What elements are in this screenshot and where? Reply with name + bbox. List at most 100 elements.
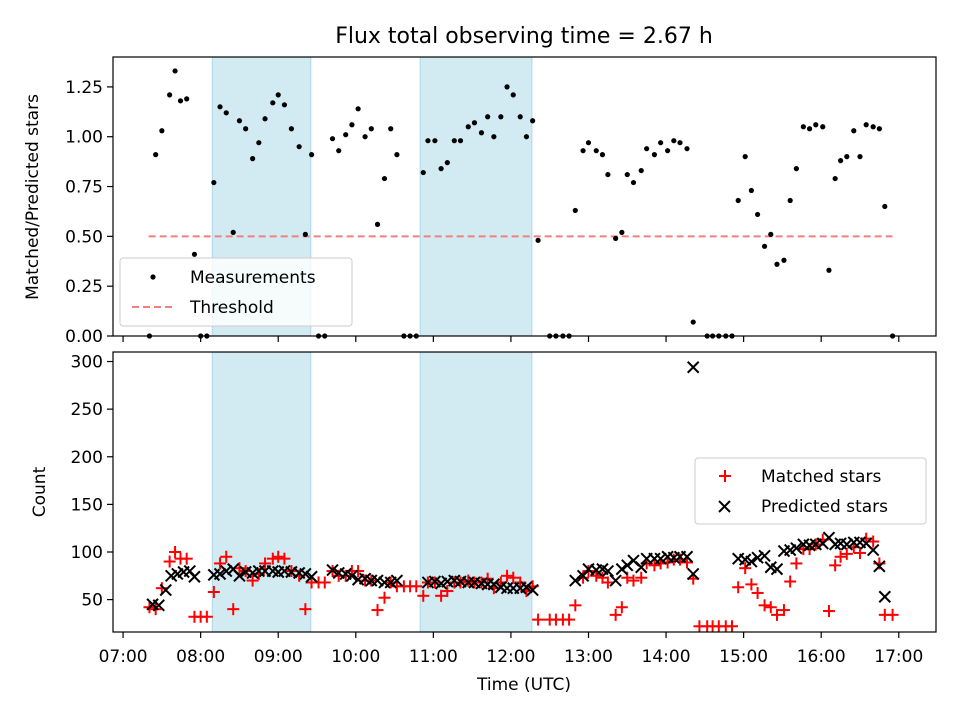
matched-star-point bbox=[417, 589, 430, 602]
measurement-point bbox=[870, 124, 876, 130]
measurement-point bbox=[876, 126, 882, 132]
matched-star-point bbox=[514, 576, 527, 589]
matched-star-point bbox=[501, 569, 514, 582]
y-tick-label: 200 bbox=[71, 448, 103, 468]
measurement-point bbox=[523, 134, 530, 140]
measurement-point bbox=[677, 140, 683, 146]
matched-star-point bbox=[278, 552, 291, 565]
matched-star-point bbox=[853, 546, 866, 559]
matched-star-point bbox=[615, 601, 628, 614]
x-tick-label: 10:00 bbox=[331, 647, 380, 667]
matched-star-point bbox=[378, 591, 391, 604]
matched-star-point bbox=[272, 550, 285, 563]
predicted-star-point bbox=[569, 574, 582, 587]
measurement-point bbox=[754, 211, 761, 218]
matched-star-point bbox=[834, 550, 847, 563]
measurement-point bbox=[471, 120, 478, 126]
measurement-point bbox=[451, 138, 457, 144]
predicted-star-point bbox=[345, 569, 359, 583]
x-tick-label: 14:00 bbox=[642, 647, 691, 667]
x-tick-label: 12:00 bbox=[486, 647, 535, 667]
matched-star-point bbox=[732, 581, 745, 594]
measurement-point bbox=[438, 166, 444, 172]
measurement-point bbox=[504, 84, 510, 90]
x-tick-label: 13:00 bbox=[564, 647, 613, 667]
matched-star-point bbox=[371, 604, 384, 617]
measurement-point bbox=[444, 160, 450, 166]
matched-star-point bbox=[246, 574, 259, 587]
measurement-point bbox=[851, 128, 857, 134]
measurement-point bbox=[343, 132, 349, 138]
measurement-point bbox=[349, 122, 355, 128]
matched-star-point bbox=[200, 610, 213, 623]
measurement-point bbox=[362, 134, 368, 140]
measurement-point bbox=[644, 146, 650, 152]
measurement-point bbox=[336, 148, 342, 154]
shaded-interval bbox=[419, 56, 533, 337]
predicted-star-point bbox=[758, 549, 771, 563]
predicted-star-point bbox=[487, 578, 501, 591]
measurement-point bbox=[748, 187, 754, 194]
matched-star-point bbox=[822, 605, 835, 618]
predicted-star-point bbox=[840, 538, 854, 551]
matched-star-point bbox=[739, 562, 752, 575]
predicted-star-point bbox=[609, 574, 622, 587]
measurement-point bbox=[517, 114, 523, 120]
x-tick-label: 16:00 bbox=[797, 647, 846, 667]
y-tick-label: 250 bbox=[71, 400, 103, 420]
measurement-point bbox=[223, 110, 229, 116]
legend-marker-predicted bbox=[718, 500, 731, 513]
predicted-star-point bbox=[326, 563, 339, 577]
measurement-point bbox=[288, 126, 295, 132]
matched-star-point bbox=[784, 575, 797, 588]
measurement-point bbox=[457, 138, 464, 144]
predicted-star-point bbox=[520, 581, 533, 594]
measurement-point bbox=[425, 138, 431, 144]
matched-star-point bbox=[758, 599, 771, 612]
measurement-point bbox=[243, 126, 249, 132]
measurement-point bbox=[857, 154, 863, 160]
measurement-point bbox=[793, 166, 799, 172]
matched-star-point bbox=[764, 601, 777, 614]
predicted-star-point bbox=[601, 564, 615, 578]
y-tick-label: 0.00 bbox=[65, 327, 103, 347]
y-tick-label: 0.25 bbox=[65, 277, 103, 297]
measurement-point bbox=[374, 221, 381, 227]
measurement-point bbox=[270, 100, 276, 106]
measurement-point bbox=[381, 175, 388, 182]
chart-title: Flux total observing time = 2.67 h bbox=[335, 24, 713, 49]
bottom-panel: 50 100 150 200 250 300 07:00 08:00 09:00 10:00 11… bbox=[30, 351, 937, 695]
matched-star-point bbox=[563, 613, 576, 626]
measurement-point bbox=[491, 134, 497, 140]
predicted-star-point bbox=[745, 555, 758, 568]
measurement-point bbox=[761, 243, 768, 249]
matched-star-point bbox=[318, 576, 331, 589]
measurement-point bbox=[638, 167, 644, 174]
measurement-point bbox=[580, 148, 586, 154]
measurement-point bbox=[510, 92, 516, 98]
measurement-point bbox=[167, 92, 173, 98]
matched-star-point bbox=[227, 603, 240, 616]
predicted-star-point bbox=[680, 550, 694, 563]
predicted-star-point bbox=[188, 570, 201, 583]
matched-star-point bbox=[627, 574, 640, 587]
measurement-point bbox=[572, 207, 578, 214]
y-tick-label: 50 bbox=[81, 591, 103, 611]
matched-star-point bbox=[169, 546, 182, 558]
matched-star-point bbox=[790, 557, 803, 570]
y-tick-label: 150 bbox=[71, 495, 103, 515]
x-tick-label: 15:00 bbox=[719, 647, 768, 667]
measurement-point bbox=[236, 118, 243, 124]
measurement-point bbox=[826, 267, 832, 273]
matched-star-point bbox=[163, 555, 176, 568]
measurement-point bbox=[355, 106, 361, 112]
measurement-point bbox=[658, 140, 664, 146]
measurement-point bbox=[184, 96, 190, 102]
matched-star-point bbox=[745, 578, 758, 591]
y-tick-label: 0.75 bbox=[65, 178, 103, 198]
predicted-star-point bbox=[654, 552, 667, 565]
matched-star-point bbox=[532, 613, 545, 626]
measurement-point bbox=[882, 203, 888, 210]
predicted-star-point bbox=[873, 560, 886, 573]
